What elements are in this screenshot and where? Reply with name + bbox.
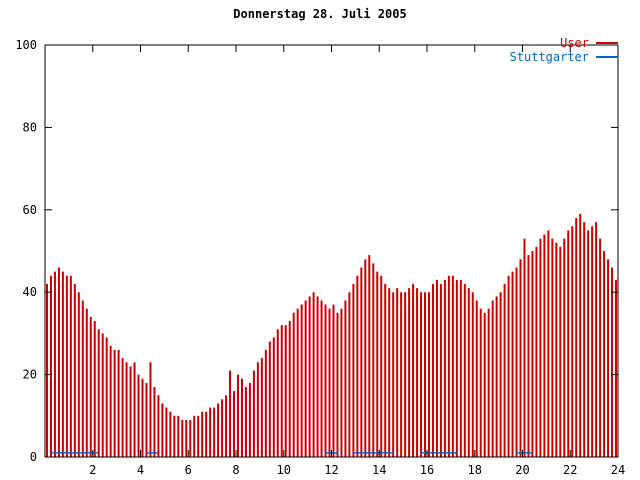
- legend-line-sample-stuttgarter: [596, 56, 618, 58]
- x-tick-label: 4: [137, 463, 144, 477]
- x-tick-label: 24: [611, 463, 625, 477]
- y-tick-label: 60: [23, 203, 37, 217]
- legend-item-user: User: [510, 36, 618, 50]
- x-tick-label: 20: [515, 463, 529, 477]
- chart-title: Donnerstag 28. Juli 2005: [233, 7, 407, 21]
- y-tick-label: 100: [15, 38, 37, 52]
- y-tick-label: 20: [23, 368, 37, 382]
- legend: User Stuttgarter: [510, 36, 618, 64]
- legend-label-user: User: [560, 36, 589, 50]
- y-tick-label: 80: [23, 120, 37, 134]
- x-tick-label: 14: [372, 463, 386, 477]
- legend-line-sample-user: [596, 42, 618, 44]
- legend-label-stuttgarter: Stuttgarter: [509, 50, 589, 64]
- x-tick-label: 22: [563, 463, 577, 477]
- x-tick-label: 6: [185, 463, 192, 477]
- x-tick-label: 2: [89, 463, 96, 477]
- x-tick-label: 18: [468, 463, 482, 477]
- y-tick-label: 0: [30, 450, 37, 464]
- x-tick-label: 10: [277, 463, 291, 477]
- x-tick-label: 12: [324, 463, 338, 477]
- x-tick-label: 8: [232, 463, 239, 477]
- legend-item-stuttgarter: Stuttgarter: [510, 50, 618, 64]
- y-tick-label: 40: [23, 285, 37, 299]
- x-tick-label: 16: [420, 463, 434, 477]
